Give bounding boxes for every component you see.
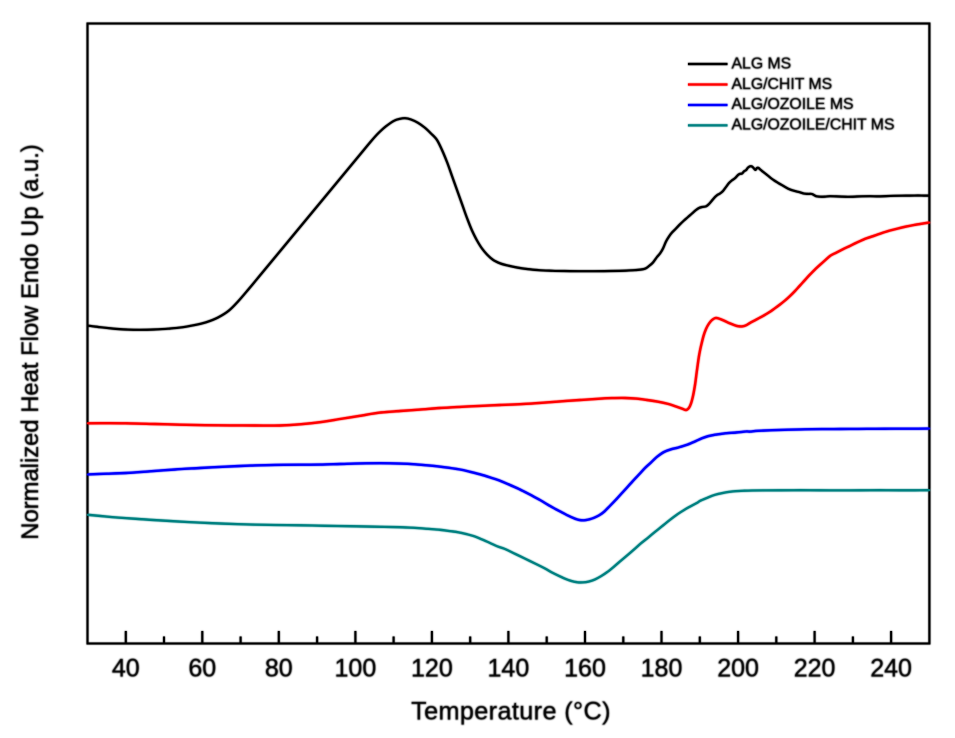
svg-text:80: 80 xyxy=(265,655,293,683)
svg-text:220: 220 xyxy=(794,655,836,683)
svg-text:Temperature (°C): Temperature (°C) xyxy=(411,698,611,726)
svg-text:180: 180 xyxy=(641,655,683,683)
svg-text:140: 140 xyxy=(488,655,530,683)
svg-text:40: 40 xyxy=(112,655,140,683)
svg-text:Normalized Heat Flow Endo Up (: Normalized Heat Flow Endo Up (a.u.) xyxy=(17,144,44,539)
svg-text:220: 220 xyxy=(794,655,836,683)
svg-text:60: 60 xyxy=(188,655,216,683)
svg-text:60: 60 xyxy=(188,655,216,683)
svg-text:140: 140 xyxy=(488,655,530,683)
svg-text:240: 240 xyxy=(870,655,912,683)
svg-text:240: 240 xyxy=(870,655,912,683)
svg-text:ALG/CHIT MS: ALG/CHIT MS xyxy=(732,76,833,93)
svg-text:ALG/CHIT MS: ALG/CHIT MS xyxy=(732,76,833,93)
svg-text:200: 200 xyxy=(717,655,759,683)
svg-text:100: 100 xyxy=(335,655,377,683)
svg-text:120: 120 xyxy=(411,655,453,683)
svg-text:120: 120 xyxy=(411,655,453,683)
svg-text:Normalized Heat Flow Endo Up (: Normalized Heat Flow Endo Up (a.u.) xyxy=(17,144,44,539)
svg-text:180: 180 xyxy=(641,655,683,683)
svg-text:ALG/OZOILE MS: ALG/OZOILE MS xyxy=(732,96,854,113)
svg-text:80: 80 xyxy=(265,655,293,683)
svg-text:40: 40 xyxy=(112,655,140,683)
svg-text:ALG MS: ALG MS xyxy=(732,55,792,72)
svg-text:ALG/OZOILE/CHIT MS: ALG/OZOILE/CHIT MS xyxy=(732,117,895,134)
svg-text:ALG/OZOILE MS: ALG/OZOILE MS xyxy=(732,96,854,113)
svg-text:ALG MS: ALG MS xyxy=(732,55,792,72)
svg-text:160: 160 xyxy=(564,655,606,683)
svg-text:ALG/OZOILE/CHIT MS: ALG/OZOILE/CHIT MS xyxy=(732,117,895,134)
svg-text:200: 200 xyxy=(717,655,759,683)
svg-text:Temperature (°C): Temperature (°C) xyxy=(411,698,611,726)
svg-text:160: 160 xyxy=(564,655,606,683)
svg-text:100: 100 xyxy=(335,655,377,683)
